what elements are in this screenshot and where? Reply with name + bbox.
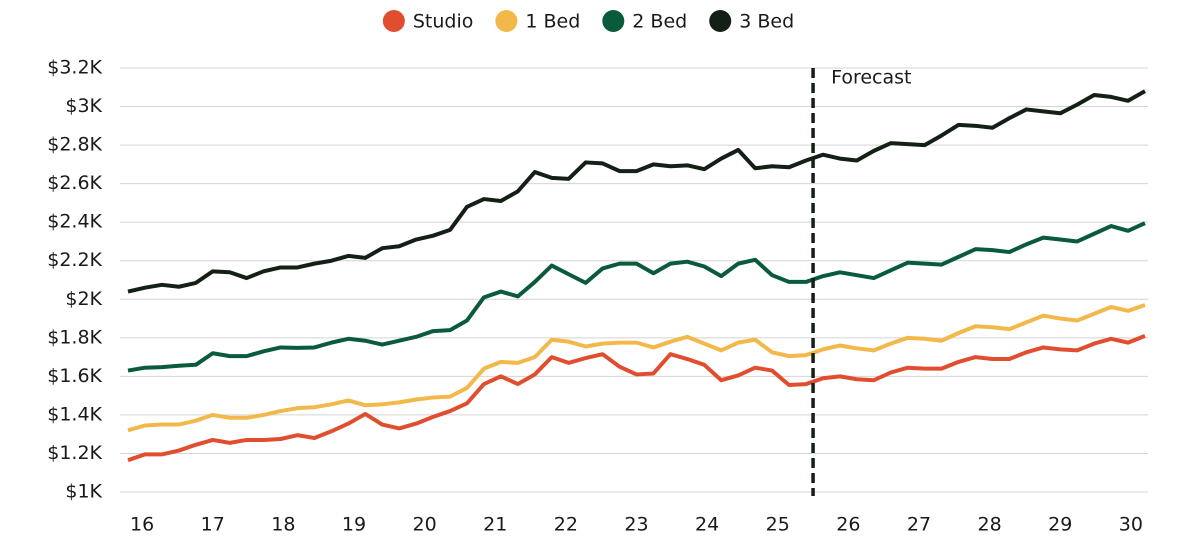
y-tick-label: $3.2K	[47, 57, 102, 79]
legend-swatch	[709, 10, 732, 32]
x-tick-label: 22	[554, 514, 578, 536]
x-tick-label: 30	[1119, 514, 1143, 536]
x-tick-label: 29	[1048, 514, 1072, 536]
x-tick-label: 25	[766, 514, 790, 536]
forecast-label: Forecast	[831, 67, 911, 89]
series-line	[127, 221, 1146, 373]
x-tick-label: 20	[413, 514, 437, 536]
x-tick-label: 26	[836, 514, 860, 536]
x-tick-label: 17	[201, 514, 225, 536]
x-tick-label: 23	[624, 514, 648, 536]
y-tick-label: $2K	[65, 288, 102, 310]
x-tick-label: 28	[978, 514, 1002, 536]
legend-label: 2 Bed	[632, 11, 687, 33]
y-tick-label: $2.8K	[47, 134, 102, 156]
y-tick-label: $1K	[65, 481, 102, 503]
legend-label: 3 Bed	[739, 11, 794, 33]
legend-label: Studio	[413, 11, 474, 33]
y-tick-label: $1.6K	[47, 365, 102, 387]
y-tick-label: $1.4K	[47, 403, 102, 425]
y-tick-label: $2.4K	[47, 211, 102, 233]
x-tick-label: 24	[695, 514, 719, 536]
x-tick-label: 16	[130, 514, 154, 536]
y-tick-label: $1.8K	[47, 326, 102, 348]
series-line	[127, 334, 1146, 463]
x-tick-label: 18	[271, 514, 295, 536]
series-line	[127, 303, 1146, 433]
x-tick-label: 27	[907, 514, 931, 536]
legend-swatch	[382, 10, 405, 32]
series-line	[127, 89, 1146, 294]
x-tick-label: 21	[483, 514, 507, 536]
y-tick-label: $1.2K	[47, 442, 102, 464]
legend: Studio 1 Bed 2 Bed 3 Bed	[382, 10, 794, 33]
y-tick-label: $2.2K	[47, 249, 102, 271]
legend-swatch	[602, 10, 625, 32]
y-tick-label: $2.6K	[47, 172, 102, 194]
legend-swatch	[495, 10, 518, 32]
x-tick-label: 19	[342, 514, 366, 536]
y-tick-label: $3K	[65, 95, 102, 117]
legend-label: 1 Bed	[525, 11, 580, 33]
